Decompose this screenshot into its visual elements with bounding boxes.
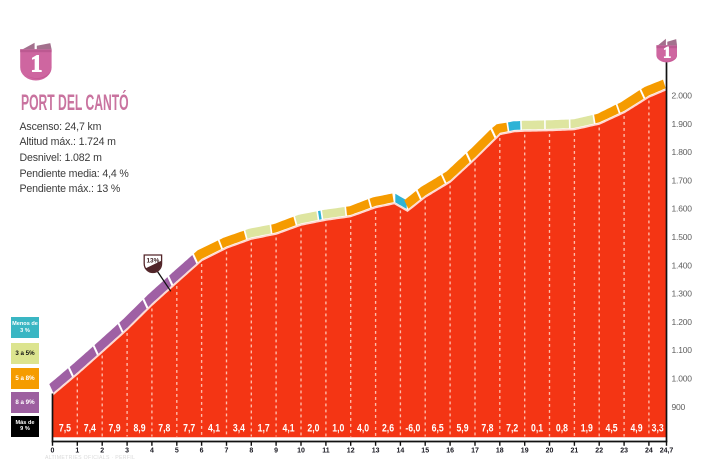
svg-text:1.900: 1.900	[672, 119, 693, 129]
svg-text:4,0: 4,0	[357, 423, 369, 435]
svg-text:17: 17	[471, 448, 479, 455]
svg-text:1.200: 1.200	[672, 317, 693, 327]
svg-text:24,7: 24,7	[660, 448, 674, 455]
svg-text:1: 1	[663, 45, 671, 62]
svg-text:21: 21	[571, 448, 579, 455]
svg-text:2,0: 2,0	[307, 423, 319, 435]
svg-text:2,6: 2,6	[382, 423, 395, 435]
svg-text:13: 13	[372, 448, 380, 455]
svg-text:1.600: 1.600	[672, 204, 693, 214]
svg-text:1,0: 1,0	[332, 423, 344, 435]
svg-text:7,9: 7,9	[109, 423, 122, 435]
svg-text:1.400: 1.400	[672, 260, 693, 270]
svg-text:7,7: 7,7	[183, 423, 195, 435]
svg-text:1: 1	[31, 51, 43, 77]
svg-text:0,1: 0,1	[531, 423, 544, 435]
svg-text:4: 4	[150, 448, 154, 455]
svg-text:24: 24	[645, 448, 653, 455]
svg-text:7,4: 7,4	[84, 423, 97, 435]
svg-text:8,9: 8,9	[133, 423, 146, 435]
svg-text:1.300: 1.300	[672, 289, 693, 299]
svg-text:1.700: 1.700	[672, 175, 693, 185]
svg-text:23: 23	[620, 448, 628, 455]
svg-text:6,5: 6,5	[432, 423, 445, 435]
svg-text:4,9: 4,9	[630, 423, 643, 435]
svg-text:14: 14	[397, 448, 405, 455]
svg-text:9: 9	[274, 448, 278, 455]
svg-text:1,9: 1,9	[581, 423, 594, 435]
svg-text:1.800: 1.800	[672, 147, 693, 157]
svg-text:4,1: 4,1	[283, 423, 296, 435]
svg-text:18: 18	[496, 448, 504, 455]
svg-text:7,5: 7,5	[59, 423, 72, 435]
svg-text:10: 10	[297, 448, 305, 455]
svg-text:3: 3	[125, 448, 129, 455]
svg-text:2.000: 2.000	[672, 91, 693, 101]
svg-text:7,8: 7,8	[158, 423, 171, 435]
svg-text:-6,0: -6,0	[405, 423, 420, 435]
svg-text:20: 20	[546, 448, 554, 455]
svg-text:6: 6	[200, 448, 204, 455]
svg-text:1.000: 1.000	[672, 374, 693, 384]
svg-text:11: 11	[322, 448, 330, 455]
svg-text:16: 16	[446, 448, 454, 455]
svg-text:15: 15	[421, 448, 429, 455]
svg-text:19: 19	[521, 448, 529, 455]
svg-text:4,1: 4,1	[208, 423, 221, 435]
svg-text:1.100: 1.100	[672, 345, 693, 355]
svg-text:13%: 13%	[147, 258, 160, 265]
svg-text:3,4: 3,4	[233, 423, 246, 435]
svg-text:7: 7	[225, 448, 229, 455]
svg-text:7,2: 7,2	[506, 423, 518, 435]
svg-text:22: 22	[595, 448, 603, 455]
svg-text:12: 12	[347, 448, 355, 455]
svg-text:8: 8	[249, 448, 253, 455]
svg-text:0: 0	[51, 448, 55, 455]
svg-text:5,9: 5,9	[456, 423, 469, 435]
svg-text:7,8: 7,8	[481, 423, 494, 435]
svg-text:1: 1	[75, 448, 79, 455]
svg-text:4,5: 4,5	[606, 423, 619, 435]
svg-text:3,3: 3,3	[652, 423, 665, 435]
svg-text:1.500: 1.500	[672, 232, 693, 242]
svg-text:5: 5	[175, 448, 179, 455]
svg-text:2: 2	[100, 448, 104, 455]
svg-text:0,8: 0,8	[556, 423, 569, 435]
svg-text:1,7: 1,7	[258, 423, 270, 435]
svg-text:900: 900	[672, 402, 686, 412]
